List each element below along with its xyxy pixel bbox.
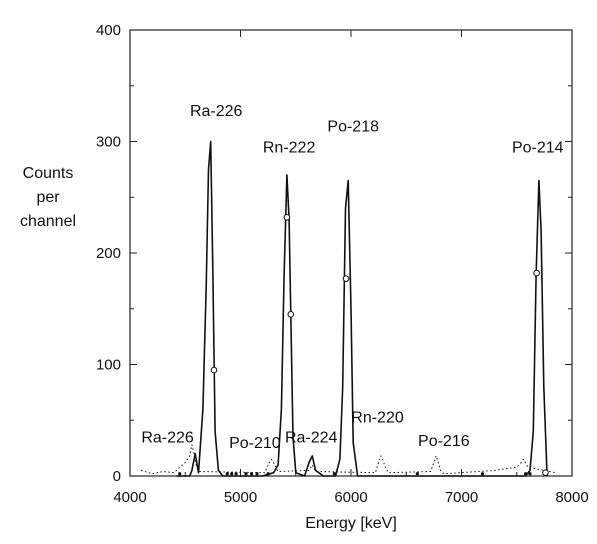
peak-label: Ra-226 bbox=[190, 103, 243, 120]
data-point-circle bbox=[287, 311, 295, 318]
y-tick-label: 200 bbox=[96, 245, 121, 262]
x-axis-title: Energy [keV] bbox=[305, 515, 397, 532]
baseline-point bbox=[528, 472, 532, 476]
peak-label: Po-210 bbox=[229, 435, 281, 452]
axis-title-layer: Energy [keV] Counts per channel bbox=[20, 165, 397, 532]
y-tick-label: 400 bbox=[96, 22, 121, 39]
y-axis-title-line: per bbox=[36, 189, 60, 206]
data-point-circle bbox=[533, 269, 540, 277]
y-axis-title-line: channel bbox=[20, 213, 76, 230]
data-point-circle bbox=[342, 275, 350, 282]
baseline-point bbox=[225, 472, 229, 476]
y-tick-label: 100 bbox=[96, 357, 121, 374]
x-tick-label: 8000 bbox=[555, 489, 588, 506]
baseline-point bbox=[230, 472, 234, 476]
baseline-point bbox=[266, 472, 270, 476]
baseline-point bbox=[480, 472, 485, 476]
y-tick-label: 0 bbox=[113, 468, 121, 485]
peak-label: Po-218 bbox=[327, 118, 379, 135]
peak-label: Rn-220 bbox=[351, 409, 404, 426]
baseline-point bbox=[234, 472, 238, 476]
data-point-circle bbox=[283, 214, 291, 221]
y-tick-label: 300 bbox=[96, 134, 121, 151]
main-spectrum-line bbox=[176, 140, 548, 477]
baseline-point bbox=[332, 472, 337, 476]
x-tick-label: 7000 bbox=[445, 489, 478, 506]
baseline-point bbox=[244, 472, 248, 476]
baseline-point bbox=[415, 472, 419, 476]
marker-layer bbox=[178, 214, 549, 476]
x-tick-label: 4000 bbox=[113, 489, 146, 506]
baseline-point bbox=[249, 472, 254, 476]
peak-label: Ra-226 bbox=[141, 430, 194, 447]
y-axis-title-line: Counts bbox=[23, 165, 74, 182]
annotation-layer: Ra-226 Rn-222 Po-218 Po-214 Ra-226 Po-210 Ra-2… bbox=[141, 103, 563, 452]
data-point-circle bbox=[210, 366, 218, 374]
peak-label: Po-216 bbox=[418, 433, 470, 450]
background-series-line bbox=[140, 444, 556, 475]
tick-layer: 4000 5000 6000 7000 8000 0 100 200 300 400 bbox=[96, 22, 589, 506]
baseline-point bbox=[178, 472, 182, 476]
baseline-point bbox=[255, 472, 259, 476]
baseline-point bbox=[523, 472, 528, 476]
peak-label: Po-214 bbox=[512, 140, 564, 157]
x-tick-label: 5000 bbox=[224, 489, 257, 506]
series-layer bbox=[140, 140, 556, 477]
peak-label: Rn-222 bbox=[263, 140, 316, 157]
x-tick-label: 6000 bbox=[334, 489, 367, 506]
peak-label: Ra-224 bbox=[285, 430, 338, 447]
data-point-circle bbox=[542, 469, 549, 476]
